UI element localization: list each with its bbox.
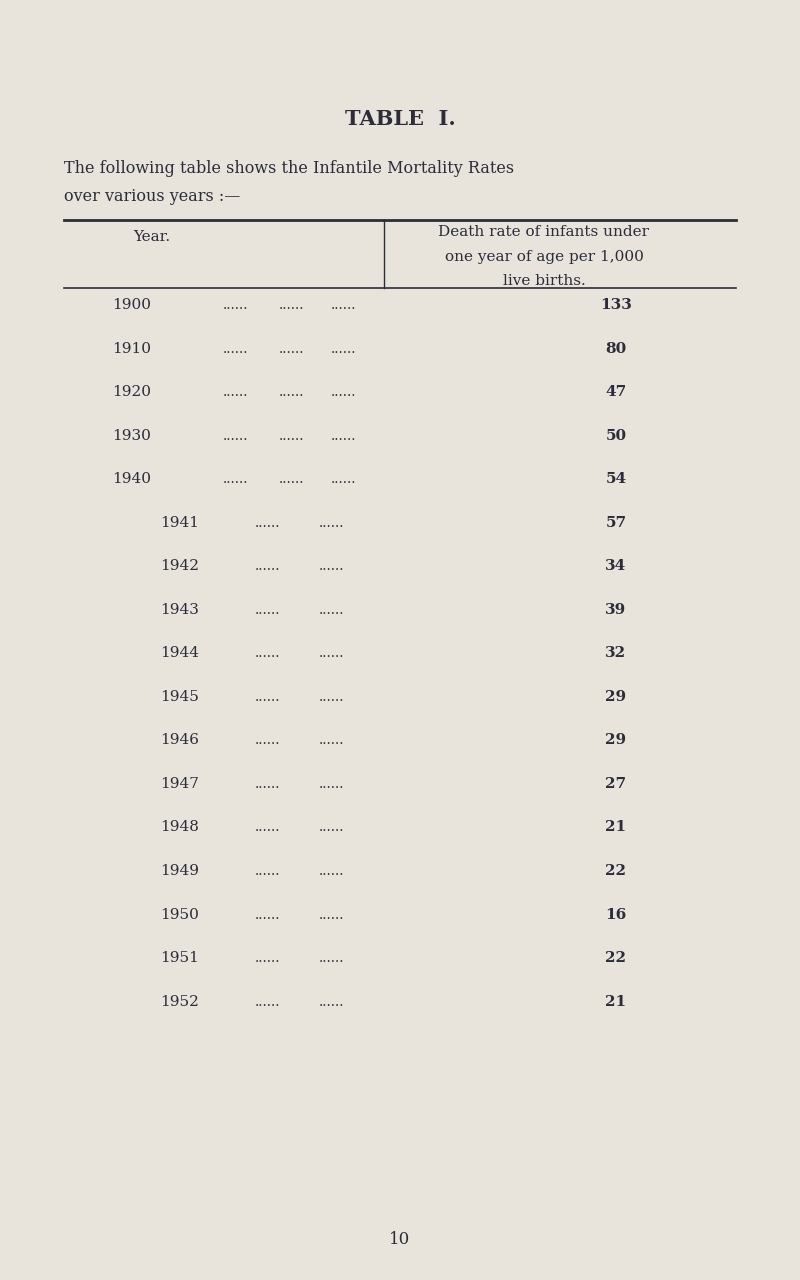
Text: 57: 57	[606, 516, 626, 530]
Text: 27: 27	[606, 777, 626, 791]
Text: 21: 21	[606, 820, 626, 835]
Text: 16: 16	[606, 908, 626, 922]
Text: 1949: 1949	[161, 864, 199, 878]
Text: 34: 34	[606, 559, 626, 573]
Text: live births.: live births.	[502, 274, 586, 288]
Text: ......: ......	[255, 603, 281, 617]
Text: ......: ......	[319, 995, 345, 1009]
Text: ......: ......	[255, 820, 281, 835]
Text: ......: ......	[279, 385, 305, 399]
Text: 1950: 1950	[161, 908, 199, 922]
Text: 1952: 1952	[161, 995, 199, 1009]
Text: ......: ......	[331, 472, 357, 486]
Text: 1942: 1942	[161, 559, 199, 573]
Text: over various years :—: over various years :—	[64, 188, 240, 205]
Text: 22: 22	[606, 951, 626, 965]
Text: 1930: 1930	[113, 429, 151, 443]
Text: ......: ......	[279, 298, 305, 312]
Text: 54: 54	[606, 472, 626, 486]
Text: ......: ......	[319, 908, 345, 922]
Text: ......: ......	[331, 342, 357, 356]
Text: ......: ......	[319, 516, 345, 530]
Text: 39: 39	[606, 603, 626, 617]
Text: 80: 80	[606, 342, 626, 356]
Text: TABLE  I.: TABLE I.	[345, 109, 455, 129]
Text: ......: ......	[319, 820, 345, 835]
Text: ......: ......	[255, 516, 281, 530]
Text: ......: ......	[223, 342, 249, 356]
Text: 133: 133	[600, 298, 632, 312]
Text: ......: ......	[255, 908, 281, 922]
Text: 1900: 1900	[113, 298, 151, 312]
Text: ......: ......	[223, 472, 249, 486]
Text: 1944: 1944	[161, 646, 199, 660]
Text: 32: 32	[606, 646, 626, 660]
Text: 22: 22	[606, 864, 626, 878]
Text: 1941: 1941	[161, 516, 199, 530]
Text: ......: ......	[279, 342, 305, 356]
Text: ......: ......	[331, 429, 357, 443]
Text: 1940: 1940	[113, 472, 151, 486]
Text: ......: ......	[255, 864, 281, 878]
Text: ......: ......	[255, 995, 281, 1009]
Text: 1945: 1945	[161, 690, 199, 704]
Text: 1946: 1946	[161, 733, 199, 748]
Text: ......: ......	[319, 864, 345, 878]
Text: Year.: Year.	[134, 230, 170, 244]
Text: ......: ......	[223, 385, 249, 399]
Text: ......: ......	[319, 559, 345, 573]
Text: ......: ......	[319, 603, 345, 617]
Text: ......: ......	[255, 646, 281, 660]
Text: 29: 29	[606, 733, 626, 748]
Text: ......: ......	[255, 951, 281, 965]
Text: ......: ......	[255, 559, 281, 573]
Text: 47: 47	[606, 385, 626, 399]
Text: ......: ......	[319, 951, 345, 965]
Text: Death rate of infants under: Death rate of infants under	[438, 225, 650, 239]
Text: ......: ......	[319, 777, 345, 791]
Text: ......: ......	[255, 690, 281, 704]
Text: 1948: 1948	[161, 820, 199, 835]
Text: ......: ......	[331, 385, 357, 399]
Text: The following table shows the Infantile Mortality Rates: The following table shows the Infantile …	[64, 160, 514, 177]
Text: ......: ......	[319, 646, 345, 660]
Text: 1943: 1943	[161, 603, 199, 617]
Text: 21: 21	[606, 995, 626, 1009]
Text: ......: ......	[255, 777, 281, 791]
Text: 10: 10	[390, 1231, 410, 1248]
Text: ......: ......	[223, 429, 249, 443]
Text: 1951: 1951	[161, 951, 199, 965]
Text: ......: ......	[255, 733, 281, 748]
Text: ......: ......	[223, 298, 249, 312]
Text: 29: 29	[606, 690, 626, 704]
Text: 1910: 1910	[113, 342, 151, 356]
Text: ......: ......	[331, 298, 357, 312]
Text: ......: ......	[279, 472, 305, 486]
Text: 1920: 1920	[113, 385, 151, 399]
Text: ......: ......	[279, 429, 305, 443]
Text: ......: ......	[319, 733, 345, 748]
Text: ......: ......	[319, 690, 345, 704]
Text: 1947: 1947	[161, 777, 199, 791]
Text: 50: 50	[606, 429, 626, 443]
Text: one year of age per 1,000: one year of age per 1,000	[445, 250, 643, 264]
